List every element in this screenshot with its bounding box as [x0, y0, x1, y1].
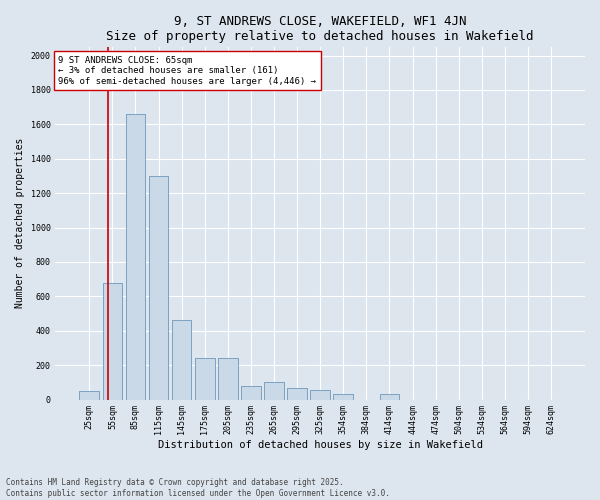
Bar — [264, 382, 284, 400]
Bar — [125, 114, 145, 400]
Bar — [79, 391, 99, 400]
Bar — [172, 320, 191, 400]
Bar — [218, 358, 238, 400]
Bar — [241, 386, 261, 400]
Bar — [149, 176, 169, 400]
Bar — [287, 388, 307, 400]
X-axis label: Distribution of detached houses by size in Wakefield: Distribution of detached houses by size … — [158, 440, 483, 450]
Text: Contains HM Land Registry data © Crown copyright and database right 2025.
Contai: Contains HM Land Registry data © Crown c… — [6, 478, 390, 498]
Title: 9, ST ANDREWS CLOSE, WAKEFIELD, WF1 4JN
Size of property relative to detached ho: 9, ST ANDREWS CLOSE, WAKEFIELD, WF1 4JN … — [106, 15, 534, 43]
Text: 9 ST ANDREWS CLOSE: 65sqm
← 3% of detached houses are smaller (161)
96% of semi-: 9 ST ANDREWS CLOSE: 65sqm ← 3% of detach… — [58, 56, 316, 86]
Bar — [103, 282, 122, 400]
Y-axis label: Number of detached properties: Number of detached properties — [15, 138, 25, 308]
Bar — [334, 394, 353, 400]
Bar — [380, 394, 399, 400]
Bar — [195, 358, 215, 400]
Bar — [310, 390, 330, 400]
